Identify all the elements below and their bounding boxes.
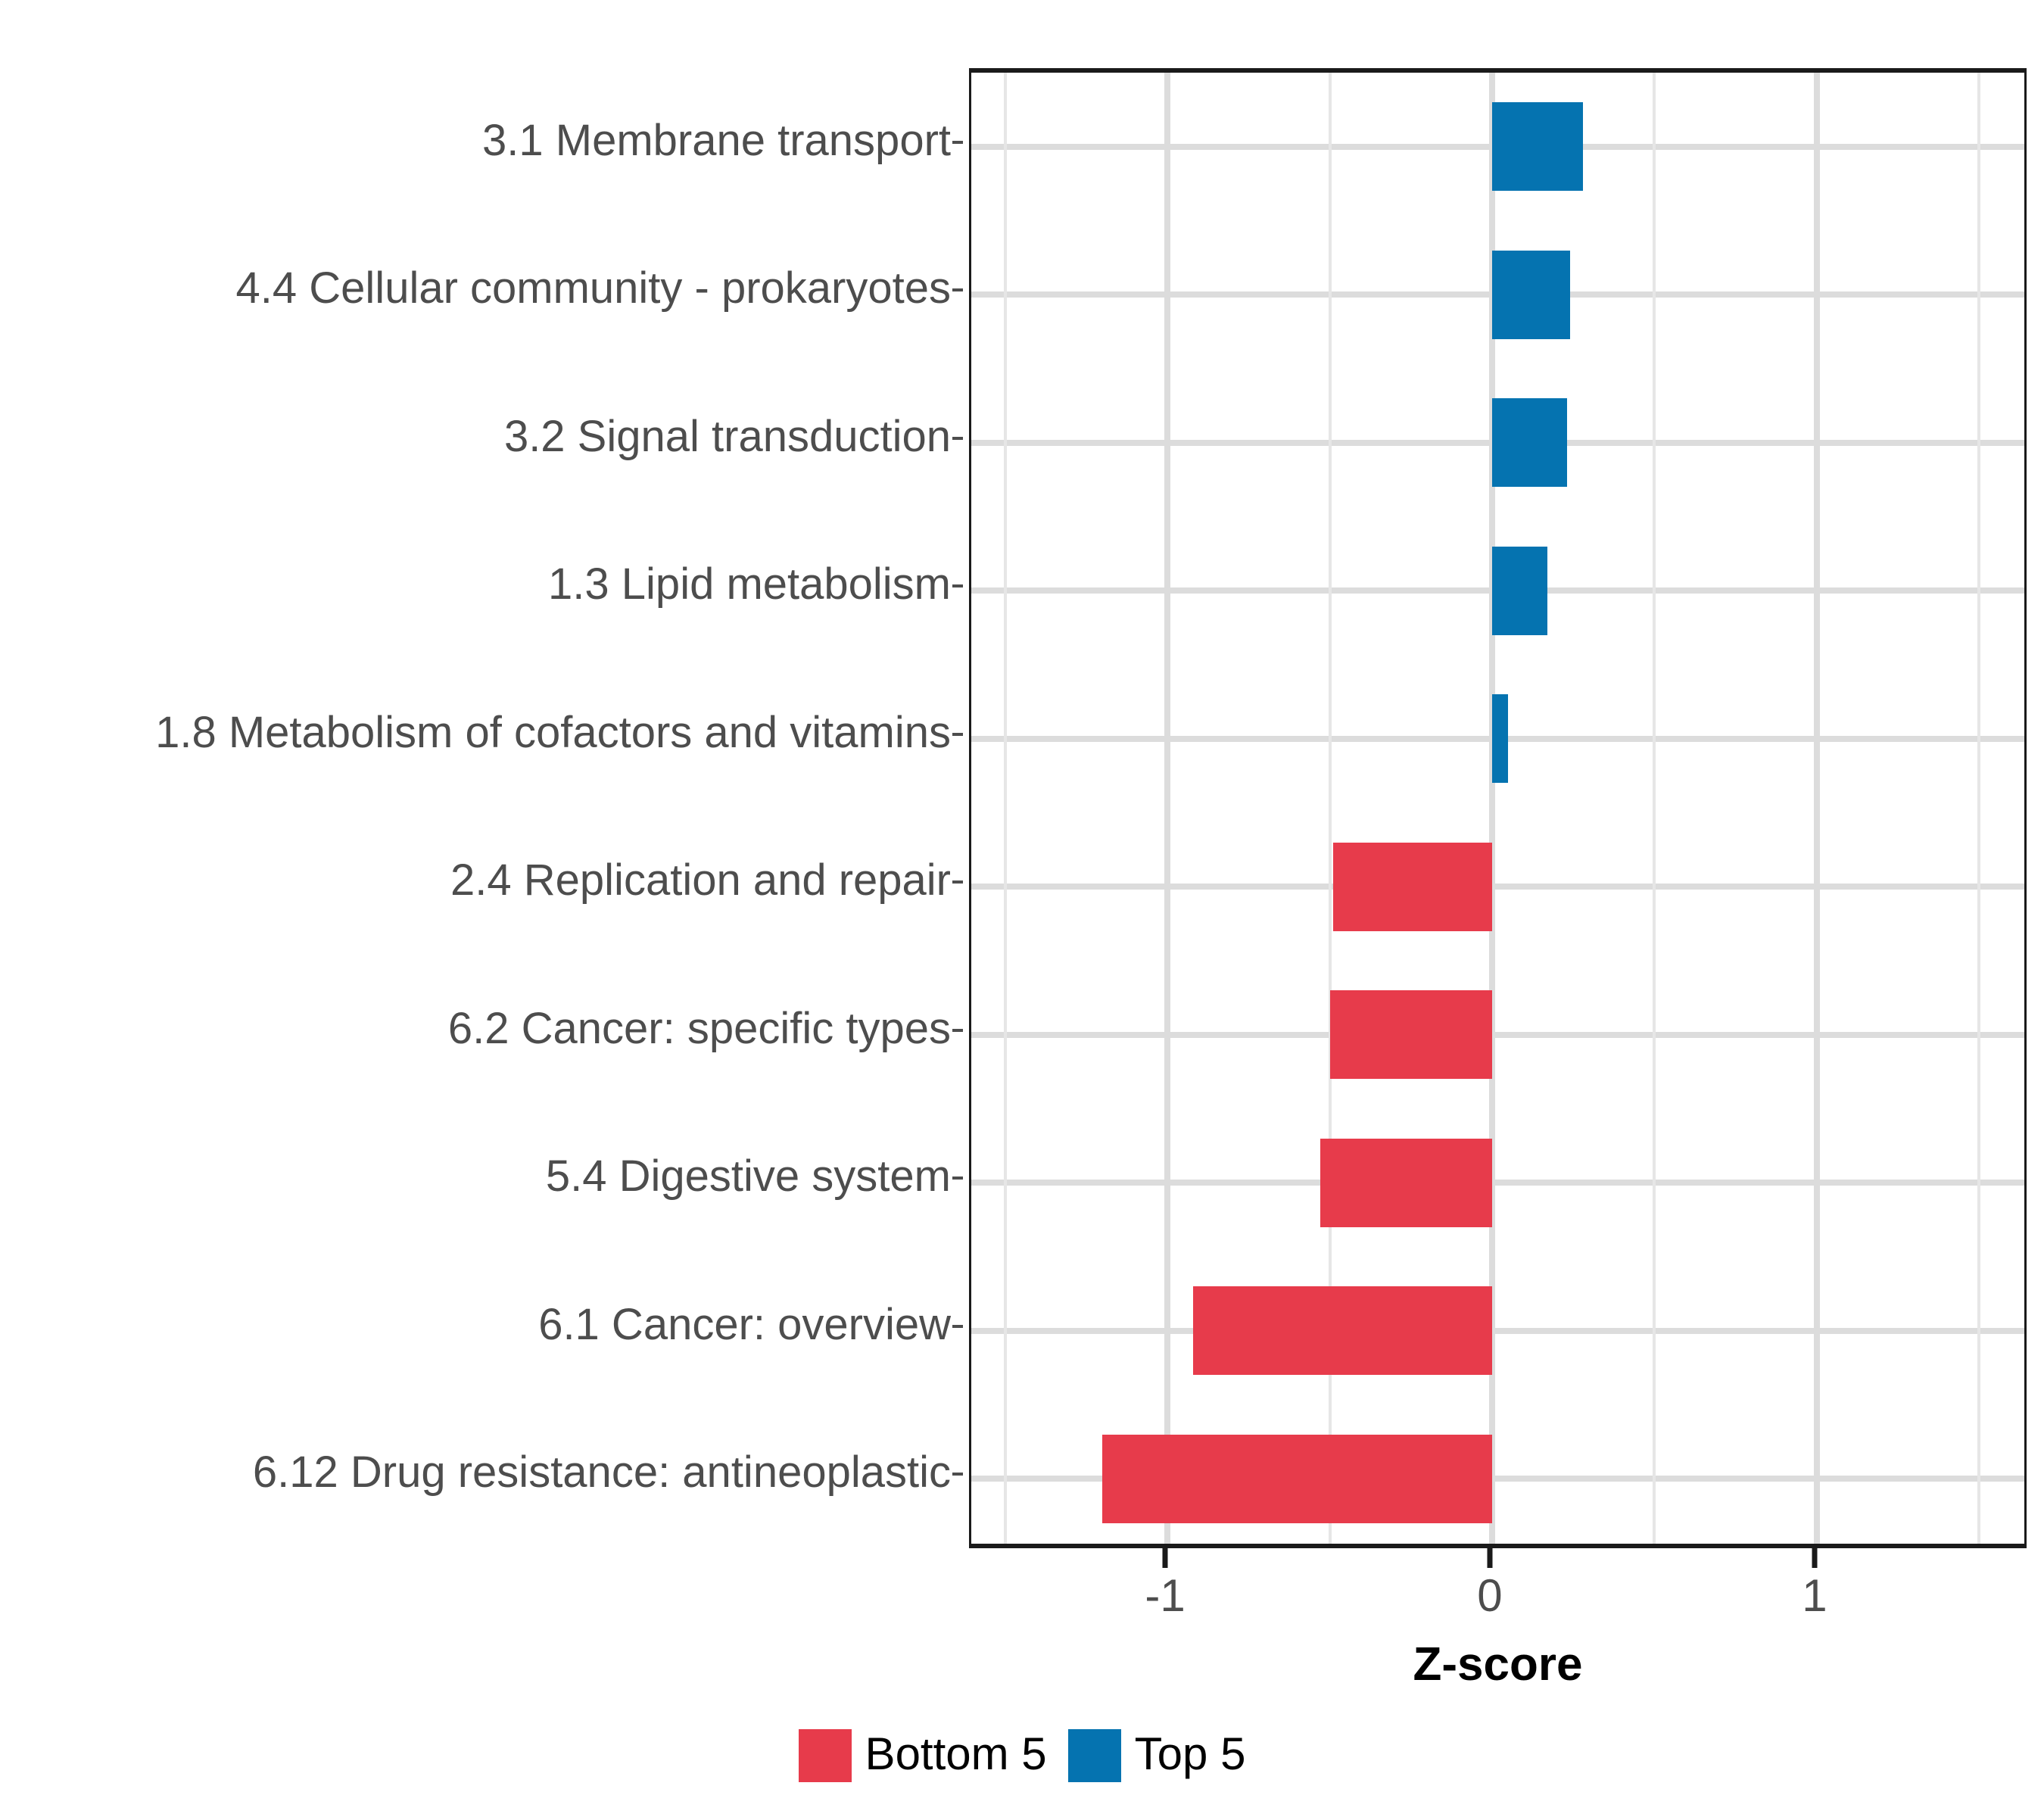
y-axis-tick-mark (952, 1028, 963, 1032)
gridline-horizontal (971, 884, 2024, 890)
y-axis-tick-label: 5.4 Digestive system (545, 1152, 951, 1201)
chart-legend: Bottom 5 Top 5 (0, 1729, 2044, 1782)
y-axis-tick-label: 4.4 Cellular community - prokaryotes (235, 263, 951, 313)
plot-area (971, 73, 2024, 1544)
bar (1491, 398, 1567, 488)
y-axis-tick-label: 1.8 Metabolism of cofactors and vitamins (155, 707, 951, 757)
x-axis-title: Z-score (1413, 1638, 1583, 1691)
y-axis-tick-mark (952, 140, 963, 144)
gridline-vertical-major (1164, 73, 1171, 1544)
y-axis-tick-mark (952, 1324, 963, 1328)
gridline-vertical-minor (1003, 73, 1007, 1544)
gridline-vertical-minor (1977, 73, 1981, 1544)
y-axis-tick-label: 2.4 Replication and repair (450, 856, 951, 905)
bar (1102, 1434, 1492, 1523)
legend-label: Top 5 (1134, 1728, 1246, 1779)
y-axis-tick-label: 6.1 Cancer: overview (538, 1299, 951, 1349)
plot-panel (969, 68, 2027, 1548)
x-axis-tick-mark (1162, 1548, 1168, 1568)
gridline-horizontal (971, 1031, 2024, 1038)
y-axis-tick-mark (952, 880, 963, 884)
gridline-vertical-minor (1653, 73, 1656, 1544)
legend-swatch (1067, 1729, 1121, 1782)
gridline-horizontal (971, 1327, 2024, 1334)
legend-swatch (798, 1729, 852, 1782)
y-axis-tick-mark (952, 732, 963, 736)
bar (1491, 250, 1570, 339)
bar (1320, 1138, 1492, 1227)
gridline-vertical-major (1488, 73, 1495, 1544)
gridline-vertical-minor (1328, 73, 1332, 1544)
x-axis-tick-label: 0 (1477, 1570, 1503, 1621)
x-axis-tick-mark (1487, 1548, 1493, 1568)
bar (1329, 990, 1492, 1080)
bar (1491, 546, 1547, 635)
x-axis-tick-label: -1 (1145, 1570, 1186, 1621)
bar (1332, 842, 1492, 931)
legend-item[interactable]: Bottom 5 (798, 1728, 1047, 1782)
gridline-vertical-major (1813, 73, 1820, 1544)
y-axis-tick-label: 1.3 Lipid metabolism (548, 559, 951, 609)
y-axis-labels: 3.1 Membrane transport 4.4 Cellular commu… (0, 68, 963, 1548)
bar (1491, 694, 1509, 784)
y-axis-tick-label: 3.1 Membrane transport (482, 115, 951, 165)
y-axis-tick-label: 3.2 Signal transduction (503, 411, 951, 461)
legend-item[interactable]: Top 5 (1067, 1728, 1246, 1782)
y-axis-tick-mark (952, 436, 963, 440)
y-axis-tick-mark (952, 288, 963, 292)
bar (1491, 102, 1584, 192)
gridline-horizontal (971, 1476, 2024, 1482)
y-axis-tick-label: 6.12 Drug resistance: antineoplastic (252, 1448, 951, 1498)
y-axis-tick-mark (952, 1473, 963, 1476)
x-axis-tick-mark (1812, 1548, 1818, 1568)
bar (1193, 1286, 1492, 1376)
y-axis-tick-mark (952, 584, 963, 588)
legend-label: Bottom 5 (865, 1728, 1047, 1779)
x-axis-tick-label: 1 (1802, 1570, 1827, 1621)
x-axis-ticks (969, 1548, 2027, 1571)
y-axis-tick-label: 6.2 Cancer: specific types (447, 1003, 951, 1053)
x-axis-tick-labels: -1 0 1 (969, 1573, 2027, 1634)
gridline-horizontal (971, 1180, 2024, 1186)
y-axis-tick-mark (952, 1177, 963, 1180)
